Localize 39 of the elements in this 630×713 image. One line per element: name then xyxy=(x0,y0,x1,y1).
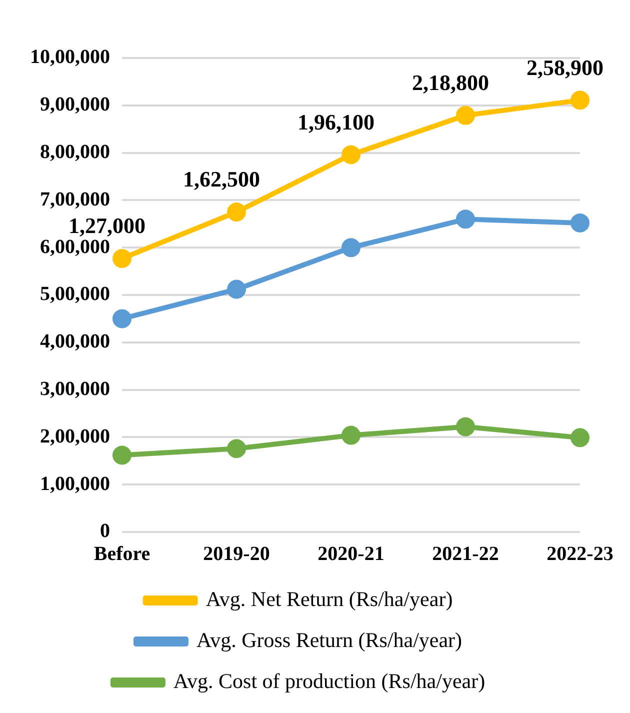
legend-label: Avg. Gross Return (Rs/ha/year) xyxy=(196,628,462,652)
y-tick-label: 8,00,000 xyxy=(40,140,110,163)
y-tick-label: 7,00,000 xyxy=(40,188,110,210)
point xyxy=(112,249,132,268)
legend-label: Avg. Net Return (Rs/ha/year) xyxy=(206,587,453,612)
y-tick-label: 2,00,000 xyxy=(40,425,110,448)
x-tick-label: 2021-22 xyxy=(432,543,499,566)
point xyxy=(227,439,246,458)
y-tick-label: 9,00,000 xyxy=(40,94,110,116)
point xyxy=(456,210,475,229)
legend-label: Avg. Cost of production (Rs/ha/year) xyxy=(173,669,486,694)
point xyxy=(570,90,590,110)
point xyxy=(456,106,475,125)
point xyxy=(227,280,246,299)
annotation: 1,62,500 xyxy=(183,166,260,192)
annotation: 1,27,000 xyxy=(68,213,146,238)
y-tick-label: 3,00,000 xyxy=(40,378,110,400)
annotation: 1,96,100 xyxy=(298,109,374,134)
point xyxy=(342,145,360,164)
y-tick-label: 6,00,000 xyxy=(40,236,110,258)
x-tick-label: 2019-20 xyxy=(203,543,270,566)
point xyxy=(227,202,246,222)
annotation: 2,18,800 xyxy=(412,70,489,96)
x-tick-label: 2020-21 xyxy=(318,543,384,566)
point xyxy=(112,446,132,465)
x-tick-label: 2022-23 xyxy=(546,543,614,566)
y-tick-label: 1,00,000 xyxy=(40,472,110,495)
annotation: 2,58,900 xyxy=(526,54,604,80)
y-tick-label: 10,00,000 xyxy=(30,46,110,68)
point xyxy=(456,417,475,436)
point xyxy=(570,213,590,232)
y-tick-label: 5,00,000 xyxy=(40,283,110,306)
point xyxy=(342,238,360,258)
point xyxy=(570,428,590,448)
y-tick-label: 0 xyxy=(100,520,110,542)
y-tick-label: 4,00,000 xyxy=(40,330,110,353)
x-tick-label: Before xyxy=(94,543,150,566)
point xyxy=(342,426,360,445)
point xyxy=(112,309,132,328)
